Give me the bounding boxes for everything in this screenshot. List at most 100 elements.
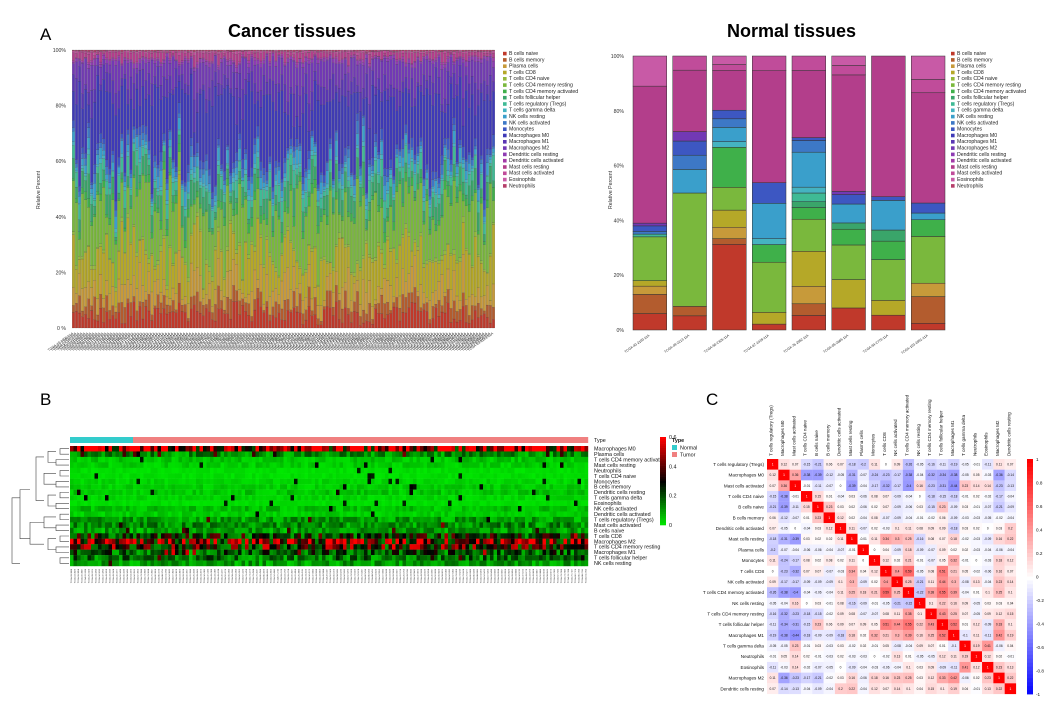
bar-segment xyxy=(298,181,302,267)
bar-segment xyxy=(93,55,97,59)
bar-segment xyxy=(132,142,136,144)
bar-segment xyxy=(458,162,462,164)
heatmap-cell xyxy=(514,489,519,496)
bar-segment xyxy=(132,52,136,63)
bar-segment xyxy=(205,154,208,161)
bar-segment xyxy=(202,90,205,163)
bar-segment xyxy=(350,50,353,52)
heatmap-cell xyxy=(479,462,484,469)
bar-segment xyxy=(78,58,81,60)
heatmap-cell xyxy=(182,462,186,469)
heatmap-cell xyxy=(311,467,316,474)
bar-segment xyxy=(123,190,127,209)
bar-segment xyxy=(114,200,118,211)
heatmap-cell xyxy=(108,484,113,490)
bar-segment xyxy=(138,63,142,71)
bar-segment xyxy=(141,57,145,61)
heatmap-cell xyxy=(255,451,260,458)
bar-segment xyxy=(483,58,486,81)
heatmap-cell xyxy=(518,462,522,469)
bar-segment xyxy=(75,49,78,51)
heatmap-cell xyxy=(70,473,74,479)
heatmap-cell xyxy=(227,456,232,463)
bar-segment xyxy=(337,62,341,64)
bar-segment xyxy=(208,228,211,232)
bar-segment xyxy=(452,176,456,181)
heatmap-cell xyxy=(539,456,543,463)
annotation-cell xyxy=(192,437,197,443)
bar-segment xyxy=(84,158,88,166)
bar-segment xyxy=(404,281,408,298)
heatmap-cell xyxy=(399,462,403,469)
bar-segment xyxy=(93,206,97,215)
bar-segment xyxy=(214,249,217,290)
heatmap-cell xyxy=(308,467,312,474)
bar-segment xyxy=(452,124,456,131)
heatmap-cell xyxy=(154,446,158,452)
bar-segment xyxy=(183,247,187,263)
bar-segment xyxy=(359,52,362,60)
bar-segment xyxy=(274,51,278,53)
bar-segment xyxy=(159,186,163,191)
bar-segment xyxy=(401,178,405,203)
bar-segment xyxy=(386,61,390,90)
bar-segment xyxy=(380,101,384,129)
bar-segment xyxy=(114,228,118,233)
bar-segment xyxy=(153,161,157,168)
heatmap-cell xyxy=(343,451,347,458)
legend-entry: Macrophages M0 xyxy=(509,133,549,139)
annotation-cell xyxy=(122,437,127,443)
heatmap-cell xyxy=(231,446,235,452)
normal-stacked-bar-chart: Relative Percent 0%20%40%60%80%100% TCGA… xyxy=(608,51,1026,355)
heatmap-cell xyxy=(122,451,127,458)
bar-segment xyxy=(483,56,486,59)
bar-segment xyxy=(120,323,124,329)
heatmap-cell xyxy=(238,489,242,496)
bar-segment xyxy=(425,50,429,53)
heatmap-cell xyxy=(91,456,95,463)
bar-segment xyxy=(425,297,429,303)
bar-segment xyxy=(259,264,263,292)
heatmap-cell xyxy=(402,467,407,474)
bar-segment xyxy=(344,244,347,248)
heatmap-cell xyxy=(462,446,466,452)
bar-segment xyxy=(791,137,826,141)
bar-segment xyxy=(431,292,435,307)
heatmap-cell xyxy=(255,495,260,501)
heatmap-cell xyxy=(479,484,484,490)
heatmap-cell xyxy=(273,451,277,458)
heatmap-cell xyxy=(182,473,186,479)
bar-segment xyxy=(395,168,399,187)
bar-segment xyxy=(377,89,381,152)
bar-segment xyxy=(102,55,106,60)
bar-segment xyxy=(144,98,148,127)
heatmap-cell xyxy=(476,451,480,458)
bar-segment xyxy=(359,187,362,202)
bar-segment xyxy=(380,252,384,289)
heatmap-cell xyxy=(451,489,456,496)
bar-segment xyxy=(192,68,196,72)
bar-segment xyxy=(87,154,91,174)
heatmap-cell xyxy=(98,489,102,496)
bar-segment xyxy=(211,228,214,232)
bar-segment xyxy=(428,59,432,62)
bar-segment xyxy=(413,106,417,155)
bar-segment xyxy=(428,58,432,60)
bar-segment xyxy=(144,175,148,183)
bar-segment xyxy=(162,308,166,329)
bar-segment xyxy=(419,137,423,142)
heatmap-cell xyxy=(518,484,522,490)
annotation-cell xyxy=(185,437,190,443)
heatmap-cell xyxy=(479,446,484,452)
heatmap-cell xyxy=(234,489,239,496)
bar-segment xyxy=(223,74,226,89)
bar-segment xyxy=(72,145,75,159)
heatmap-cell xyxy=(231,495,235,501)
bar-segment xyxy=(156,195,160,209)
heatmap-cell xyxy=(392,484,396,490)
bar-segment xyxy=(81,93,84,109)
bar-segment xyxy=(464,205,468,249)
heatmap-cell xyxy=(420,456,424,463)
bar-segment xyxy=(259,237,263,265)
bar-segment xyxy=(147,262,151,272)
